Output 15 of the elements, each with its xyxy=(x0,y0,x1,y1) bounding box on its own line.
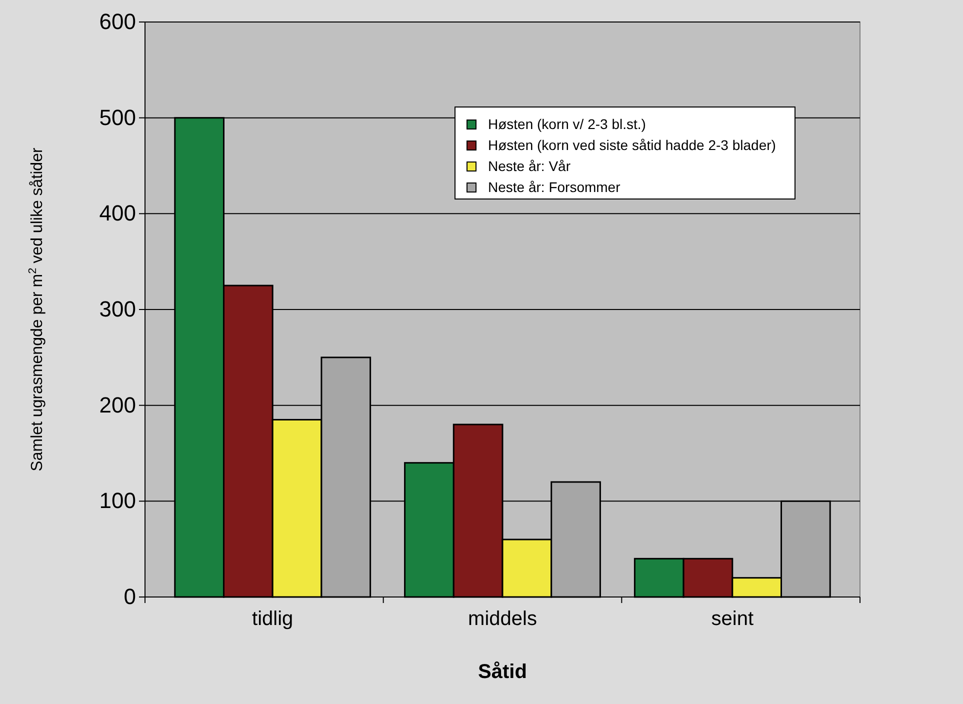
x-axis-title: Såtid xyxy=(478,661,527,683)
x-tick-label: tidlig xyxy=(252,608,294,630)
y-tick-label: 100 xyxy=(99,488,136,514)
legend-label: Neste år: Forsommer xyxy=(488,179,621,195)
legend-label: Høsten (korn v/ 2-3 bl.st.) xyxy=(488,116,646,132)
y-tick-label: 200 xyxy=(99,392,136,418)
y-tick-label: 0 xyxy=(124,584,136,610)
y-tick-label: 300 xyxy=(99,296,136,322)
legend-label: Neste år: Vår xyxy=(488,158,571,174)
x-tick-label: seint xyxy=(711,608,754,630)
y-tick-label: 600 xyxy=(99,9,136,34)
legend-label: Høsten (korn ved siste såtid hadde 2-3 blader) xyxy=(488,137,776,153)
x-tick-label: middels xyxy=(468,608,537,630)
y-tick-label: 400 xyxy=(99,200,136,226)
y-tick-label: 500 xyxy=(99,104,136,130)
